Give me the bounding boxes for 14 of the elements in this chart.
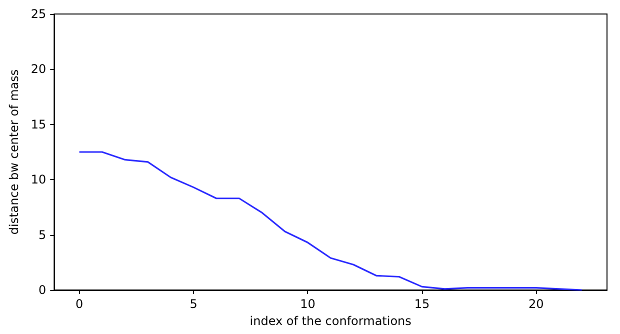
y-tick-label: 25 — [30, 7, 46, 21]
x-axis-title: index of the conformations — [250, 314, 412, 328]
x-tick-label: 20 — [528, 297, 544, 311]
x-tick-label: 15 — [414, 297, 430, 311]
y-tick-label: 5 — [38, 228, 46, 242]
y-tick-label: 20 — [30, 62, 46, 76]
line-series — [78, 151, 583, 291]
y-tick-label: 0 — [38, 283, 46, 297]
x-tick-label: 0 — [75, 297, 84, 311]
x-tick-label: 10 — [300, 297, 316, 311]
y-tick-label: 15 — [30, 117, 46, 132]
x-tick-label: 5 — [190, 297, 198, 311]
y-tick-label: 10 — [30, 172, 46, 187]
y-axis-title: distance bw center of mass — [7, 69, 21, 235]
